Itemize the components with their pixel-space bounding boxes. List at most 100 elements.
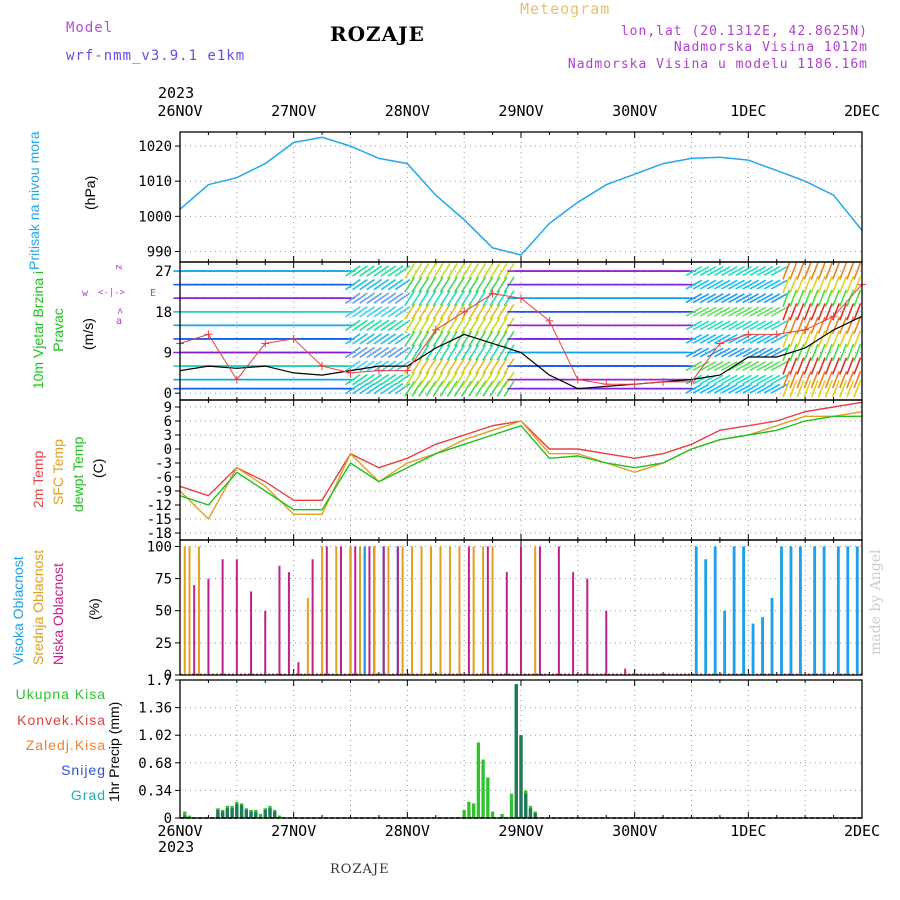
wind-arrow bbox=[810, 343, 819, 362]
wind-arrow bbox=[846, 343, 855, 362]
wind-arrow bbox=[756, 347, 774, 358]
wind-arrow bbox=[387, 319, 404, 332]
wind-arrow bbox=[394, 292, 411, 304]
cloud-bar-visoka bbox=[742, 546, 746, 675]
wind-arrow bbox=[404, 344, 416, 361]
wind-arrow bbox=[460, 330, 473, 347]
wind-arrow bbox=[735, 333, 752, 344]
wind-arrow bbox=[411, 263, 423, 280]
wind-arrow bbox=[685, 293, 703, 304]
wind-arrow bbox=[742, 333, 759, 344]
wind-arrow bbox=[446, 303, 458, 320]
wind-arrow bbox=[699, 320, 717, 331]
cloud-bar-visoka bbox=[770, 597, 774, 675]
wind-arrow bbox=[439, 371, 451, 388]
wind-arrow bbox=[373, 292, 390, 304]
wind-arrow bbox=[796, 330, 805, 348]
wind-arrow bbox=[728, 374, 745, 385]
wind-arrow bbox=[810, 289, 819, 307]
wind-arrow bbox=[489, 276, 501, 293]
wind-arrow bbox=[359, 382, 375, 395]
wind-arrow bbox=[706, 347, 724, 358]
wind-arrow bbox=[789, 357, 798, 375]
wind-arrow bbox=[749, 383, 767, 394]
wind-arrow bbox=[489, 371, 501, 388]
wind-arrow bbox=[352, 319, 368, 332]
wind-gust-marker bbox=[346, 368, 355, 377]
wind-arrow bbox=[475, 263, 487, 280]
wind-arrow bbox=[756, 266, 774, 277]
wind-arrow bbox=[439, 317, 451, 334]
wind-arrow bbox=[699, 347, 717, 358]
top-date-tick: 1DEC bbox=[730, 102, 766, 120]
wind-arrow bbox=[489, 330, 501, 347]
wind-arrow bbox=[749, 266, 767, 277]
wind-arrow bbox=[482, 371, 494, 388]
wind-arrow bbox=[496, 317, 508, 334]
wind-arrow bbox=[706, 383, 724, 394]
panel-frame bbox=[179, 539, 863, 676]
y-tick-label: -15 bbox=[147, 512, 172, 528]
wind-arrow bbox=[446, 380, 458, 397]
wind-arrow bbox=[366, 373, 383, 386]
precip-bar-snow bbox=[514, 684, 518, 818]
wind-arrow bbox=[394, 319, 411, 332]
wind-arrow bbox=[468, 371, 480, 388]
wind-gust-marker bbox=[460, 307, 469, 316]
y-tick-label: 0.68 bbox=[138, 756, 172, 772]
wind-arrow bbox=[817, 357, 826, 375]
wind-gust-marker bbox=[744, 330, 753, 339]
cloud-bar-visoka bbox=[780, 546, 783, 675]
wind-arrow bbox=[721, 266, 738, 277]
wind-arrow bbox=[742, 320, 759, 331]
wind-arrow bbox=[489, 303, 501, 320]
legend-grad: Grad bbox=[70, 787, 106, 803]
wind-arrow bbox=[411, 303, 423, 320]
y-tick-label: 1.36 bbox=[138, 701, 172, 717]
wind-arrow bbox=[489, 358, 501, 375]
wind-arrow bbox=[425, 371, 437, 388]
wind-arrow bbox=[728, 293, 745, 304]
wind-arrow bbox=[706, 374, 724, 385]
wind-gust-marker bbox=[602, 380, 611, 389]
wind-arrow bbox=[742, 293, 759, 304]
wind-arrow bbox=[482, 344, 494, 361]
y-tick-label: -12 bbox=[147, 498, 172, 514]
precip-bar-snow bbox=[254, 812, 258, 818]
wind-arrow bbox=[460, 344, 473, 361]
wind-arrow bbox=[446, 371, 458, 388]
wind-gust-marker bbox=[261, 339, 270, 348]
wind-arrow bbox=[482, 380, 494, 397]
wind-arrow bbox=[728, 361, 745, 372]
wind-arrow bbox=[685, 347, 703, 358]
wind-arrow bbox=[853, 343, 862, 362]
wind-arrow bbox=[344, 382, 361, 395]
wind-arrow bbox=[685, 333, 703, 344]
wind-arrow bbox=[789, 289, 798, 307]
wind-arrow bbox=[468, 303, 480, 320]
wind-arrow bbox=[425, 380, 437, 397]
precip-bar-snow bbox=[225, 808, 230, 818]
wind-arrow bbox=[380, 382, 397, 395]
cloud-bar-visoka bbox=[822, 546, 826, 675]
precip-bar-snow bbox=[230, 808, 234, 818]
wind-arrow bbox=[359, 333, 375, 345]
top-date-tick: 28NOV bbox=[385, 102, 430, 120]
wind-arrow bbox=[742, 361, 759, 372]
wind-arrow bbox=[810, 262, 819, 280]
wind-arrow bbox=[817, 330, 826, 348]
precip-bar-total bbox=[509, 793, 514, 818]
wind-arrow bbox=[839, 262, 848, 280]
wind-panel: 0 9 18 27 bbox=[155, 261, 866, 402]
wind-arrow bbox=[749, 320, 767, 331]
wind-arrow bbox=[846, 357, 855, 375]
wind-arrow bbox=[735, 374, 752, 385]
cloud-bar-visoka bbox=[799, 546, 802, 675]
wind-arrow bbox=[721, 347, 738, 358]
wind-arrow bbox=[366, 360, 383, 372]
wind-arrow bbox=[496, 380, 508, 397]
wind-gust-marker bbox=[318, 362, 327, 371]
wind-arrow bbox=[344, 306, 361, 318]
wind-gust-marker bbox=[801, 325, 810, 334]
compass-icon: z w <-|-> E < a bbox=[80, 262, 156, 327]
